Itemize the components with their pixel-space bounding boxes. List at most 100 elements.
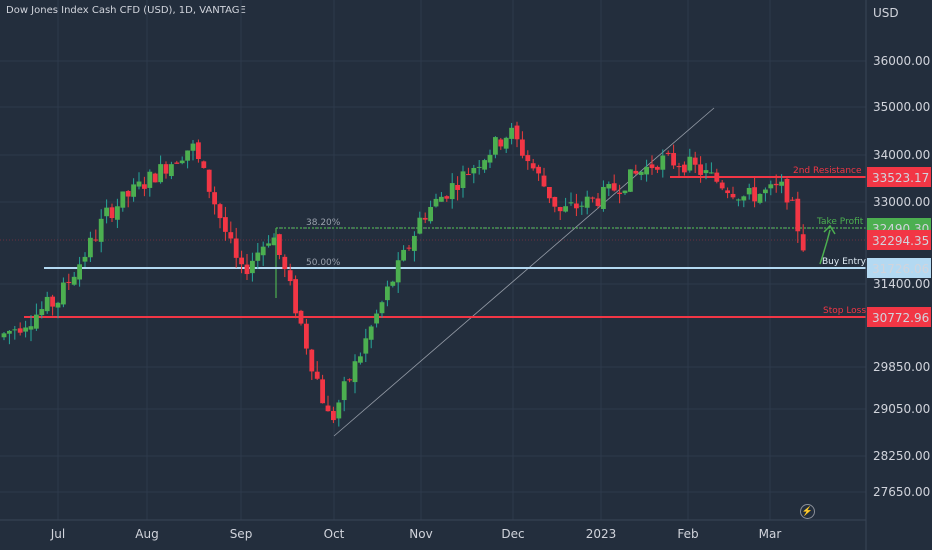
candle-58 bbox=[314, 361, 320, 380]
candle-141 bbox=[763, 187, 768, 202]
candle-body-4 bbox=[23, 327, 28, 332]
candle-body-144 bbox=[779, 181, 784, 186]
candle-body-117 bbox=[633, 170, 639, 174]
candle-body-146 bbox=[790, 199, 795, 201]
candle-142 bbox=[768, 180, 774, 196]
candle-16 bbox=[88, 231, 93, 263]
candle-body-116 bbox=[628, 169, 633, 192]
candle-71 bbox=[385, 280, 390, 307]
candle-body-83 bbox=[449, 183, 455, 200]
candle-76 bbox=[412, 231, 417, 262]
candle-body-17 bbox=[93, 239, 99, 241]
x-tick-label-7: Feb bbox=[677, 527, 698, 541]
candle-77 bbox=[417, 211, 423, 235]
time-axis[interactable]: Jul Aug Sep Oct Nov Dec 2023 Feb Mar bbox=[0, 519, 866, 541]
candle-body-46 bbox=[250, 260, 255, 274]
candle-body-123 bbox=[665, 152, 671, 155]
candle-68 bbox=[368, 324, 374, 349]
candle-body-25 bbox=[136, 181, 142, 187]
candle-body-77 bbox=[417, 217, 423, 234]
candle-106 bbox=[574, 193, 579, 217]
candle-26 bbox=[142, 176, 147, 197]
candle-112 bbox=[606, 181, 612, 197]
candle-body-49 bbox=[266, 243, 271, 246]
candle-body-104 bbox=[563, 206, 568, 212]
candle-body-65 bbox=[352, 361, 358, 383]
candle-body-30 bbox=[163, 164, 169, 174]
candle-body-67 bbox=[363, 338, 369, 354]
candle-body-99 bbox=[536, 166, 541, 174]
candle-80 bbox=[433, 193, 439, 208]
candle-body-136 bbox=[736, 199, 741, 201]
candle-53 bbox=[287, 263, 293, 286]
candle-body-18 bbox=[98, 218, 104, 242]
candle-body-130 bbox=[703, 170, 709, 174]
x-tick-label-3: Oct bbox=[324, 527, 345, 541]
candle-body-10 bbox=[55, 302, 61, 308]
x-tick-label-5: Dec bbox=[501, 527, 524, 541]
candle-body-31 bbox=[169, 164, 174, 177]
level-annotation-take-profit: Take Profit bbox=[816, 217, 864, 227]
candle-96 bbox=[520, 131, 525, 159]
candle-18 bbox=[98, 209, 104, 253]
candle-body-138 bbox=[746, 187, 752, 195]
candle-56 bbox=[304, 318, 309, 355]
candle-62 bbox=[336, 399, 342, 427]
candle-118 bbox=[638, 170, 644, 181]
candle-84 bbox=[455, 176, 460, 201]
candle-body-134 bbox=[725, 190, 730, 194]
annotations: 2nd Resistance Take Profit Buy Entry Stop L… bbox=[793, 166, 867, 316]
candle-86 bbox=[466, 167, 471, 176]
replay-icon[interactable]: ⚡ bbox=[800, 504, 815, 519]
candle-64 bbox=[347, 378, 352, 383]
candle-42 bbox=[228, 221, 234, 244]
price-axis[interactable]: 33523.1732490.3031726.0630772.9632294.35… bbox=[865, 0, 931, 550]
candle-116 bbox=[628, 169, 633, 193]
candle-114 bbox=[617, 184, 622, 204]
take-profit-arrowhead bbox=[823, 224, 836, 235]
candle-body-86 bbox=[466, 174, 471, 176]
rising-trendline bbox=[333, 107, 715, 437]
candle-body-39 bbox=[212, 192, 217, 205]
candle-123 bbox=[665, 150, 671, 156]
candle-body-37 bbox=[201, 161, 207, 168]
candle-67 bbox=[363, 328, 369, 363]
level-price-box-0 bbox=[867, 167, 931, 187]
candle-body-120 bbox=[649, 164, 655, 169]
candle-45 bbox=[244, 254, 250, 281]
candle-body-66 bbox=[358, 356, 363, 363]
candle-117 bbox=[633, 164, 639, 175]
candle-body-40 bbox=[217, 204, 223, 219]
candle-body-133 bbox=[719, 182, 725, 189]
candle-121 bbox=[655, 165, 660, 174]
candle-body-21 bbox=[115, 206, 120, 220]
candle-145 bbox=[784, 177, 790, 210]
candle-12 bbox=[66, 273, 72, 290]
candle-129 bbox=[698, 156, 703, 183]
candle-body-74 bbox=[401, 249, 406, 261]
candle-83 bbox=[449, 173, 455, 209]
candle-body-109 bbox=[590, 197, 595, 199]
candle-body-50 bbox=[271, 237, 277, 246]
candle-15 bbox=[82, 252, 88, 267]
candle-body-141 bbox=[763, 189, 768, 194]
candle-body-38 bbox=[206, 169, 212, 192]
candle-body-57 bbox=[309, 349, 315, 372]
candle-body-5 bbox=[28, 326, 34, 330]
candle-69 bbox=[374, 309, 379, 328]
candle-103 bbox=[557, 206, 563, 220]
x-tick-label-6: 2023 bbox=[586, 527, 617, 541]
candle-54 bbox=[293, 275, 298, 319]
candle-body-84 bbox=[455, 184, 460, 190]
candle-78 bbox=[422, 212, 428, 224]
candle-body-52 bbox=[282, 256, 288, 270]
candle-body-61 bbox=[331, 410, 336, 421]
candle-20 bbox=[109, 203, 115, 223]
candle-98 bbox=[530, 158, 536, 171]
candle-body-106 bbox=[574, 203, 579, 209]
candle-body-68 bbox=[368, 326, 374, 340]
candle-body-55 bbox=[298, 310, 304, 324]
candle-body-75 bbox=[406, 247, 412, 249]
candle-130 bbox=[703, 163, 709, 180]
